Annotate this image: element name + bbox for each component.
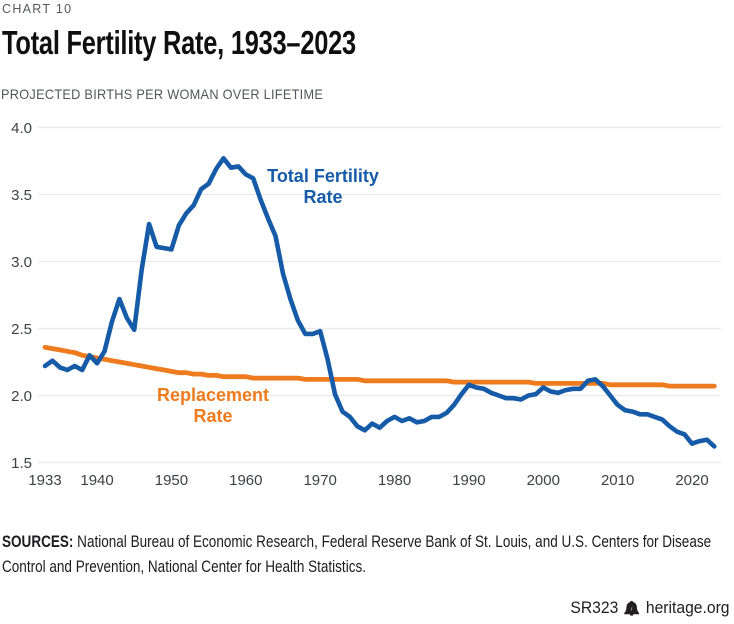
x-tick-label: 1990 [452,472,485,489]
y-tick-label: 2.0 [11,388,32,405]
x-tick-label: 1950 [155,472,188,489]
page-title: Total Fertility Rate, 1933–2023 [2,24,356,61]
x-tick-label: 1970 [303,472,336,489]
chart-number: CHART 10 [2,2,73,16]
series-label-line: Rate [303,187,343,207]
sources-label: SOURCES: [2,533,74,551]
x-tick-label: 1960 [229,472,262,489]
heritage-bell-icon [625,600,640,616]
sources-note: SOURCES: National Bureau of Economic Res… [2,530,732,579]
sources-line-2: Control and Prevention, National Center … [2,557,366,576]
x-tick-label: 2000 [527,472,560,489]
series-label-line: Replacement [156,385,270,405]
x-tick-label: 1940 [80,472,113,489]
replacement-rate-line [42,344,717,389]
chart-subtitle: PROJECTED BIRTHS PER WOMAN OVER LIFETIME [1,86,324,102]
y-tick-label: 2.5 [11,321,32,338]
y-tick-label: 1.5 [11,455,32,472]
series-label-replacement-rate: Replacement Rate [113,385,313,427]
x-tick-label: 1980 [378,472,411,489]
x-tick-label: 2010 [601,472,634,489]
series-label-total-fertility-rate: Total Fertility Rate [223,166,423,208]
site-text: heritage.org [646,599,730,617]
report-id: SR323 [570,599,619,617]
series-label-line: Total Fertility [267,166,379,186]
y-tick-label: 3.5 [11,187,32,204]
sources-text: National Bureau of Economic Research, Fe… [73,533,712,551]
series-label-line: Rate [193,406,233,426]
y-tick-label: 4.0 [11,120,32,137]
x-tick-label: 1933 [28,472,61,489]
x-tick-label: 2020 [675,472,708,489]
footer-credit: SR323 heritage.org [571,599,730,618]
sources-line-1: SOURCES: National Bureau of Economic Res… [2,530,732,555]
total-fertility-rate-line [42,155,717,449]
y-tick-label: 3.0 [11,254,32,271]
